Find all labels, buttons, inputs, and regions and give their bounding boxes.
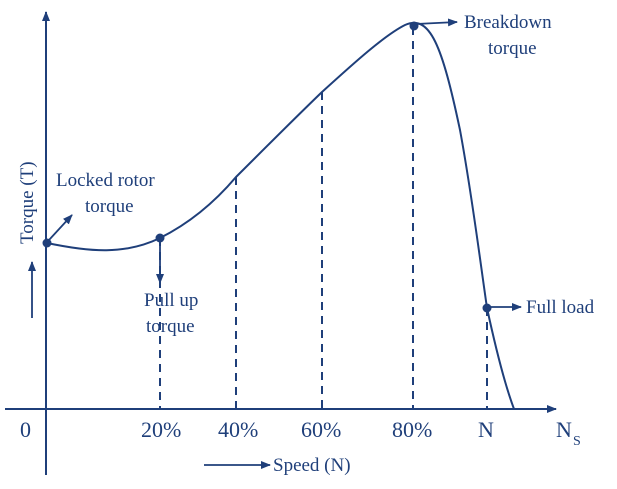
pull-up-label-line1: Pull up [144,290,198,311]
pull-up-label-line2: torque [146,316,195,337]
full-load-label: Full load [526,297,595,318]
breakdown-point [409,21,419,31]
tick-label-n: N [478,417,494,442]
locked-rotor-label-line1: Locked rotor [56,170,155,191]
x-axis-label: Speed (N) [273,455,351,476]
locked-rotor-arrow [48,214,73,241]
pull-up-point [155,233,165,243]
tick-label-80: 80% [392,417,432,442]
breakdown-arrow [415,18,458,27]
y-axis-label: Torque (T) [17,161,38,244]
tick-label-20: 20% [141,417,181,442]
tick-label-60: 60% [301,417,341,442]
ns-subscript: S [573,434,581,449]
breakdown-label-line1: Breakdown [464,12,552,33]
full-load-point [482,303,492,313]
ns-label: N [556,417,572,442]
locked-rotor-point [42,238,52,248]
origin-label: 0 [20,417,31,442]
breakdown-label-line2: torque [488,38,537,59]
torque-speed-curve [46,21,515,410]
tick-label-40: 40% [218,417,258,442]
locked-rotor-label-line2: torque [85,196,134,217]
